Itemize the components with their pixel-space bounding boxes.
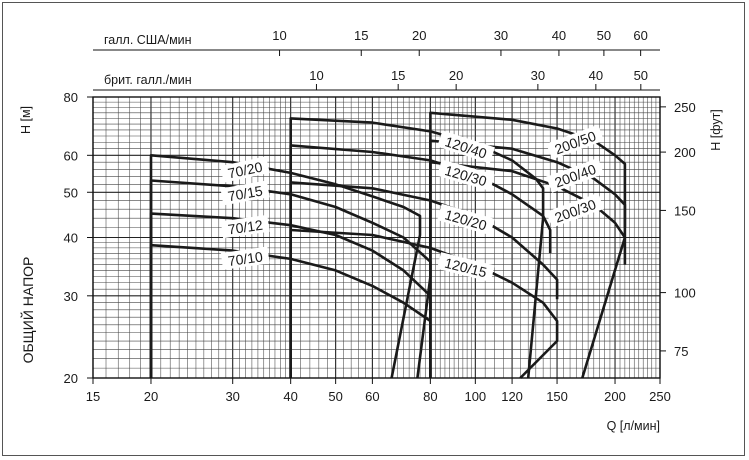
y-tick-label: 20 — [64, 371, 78, 386]
curve-label-120-30: 120/30 — [437, 159, 495, 191]
top-us-tick-label: 40 — [552, 28, 566, 43]
curve-label-bg — [546, 157, 604, 193]
curve-label-120-20: 120/20 — [437, 203, 495, 236]
curve-label-70-15: 70/15 — [220, 180, 270, 206]
y-tick-label: 50 — [64, 185, 78, 200]
x-axis-label: Q [л/мин] — [607, 419, 660, 433]
curve-120-15 — [289, 228, 559, 379]
x-tick-label: 50 — [328, 389, 342, 404]
y-axis-label: H [м] — [19, 106, 33, 134]
x-tick-label: 40 — [283, 389, 297, 404]
curve-label-bg — [437, 130, 495, 164]
top-us-tick-label: 30 — [494, 28, 508, 43]
curve-label-bg — [437, 252, 495, 282]
top-us-tick-label: 15 — [354, 28, 368, 43]
y-right-tick-label: 150 — [674, 203, 696, 218]
curve-label-text: 70/12 — [227, 217, 264, 238]
curve-label-bg — [220, 246, 270, 270]
x-tick-label: 100 — [464, 389, 486, 404]
curve-label-bg — [220, 156, 270, 183]
curve-label-70-12: 70/12 — [220, 214, 270, 239]
x-tick-label: 15 — [86, 389, 100, 404]
side-label: ОБЩИЙ НАПОР — [19, 257, 36, 364]
x-tick-label: 120 — [501, 389, 523, 404]
curve-label-bg — [220, 214, 270, 239]
x-tick-label: 200 — [604, 389, 626, 404]
top-us-tick-label: 20 — [412, 28, 426, 43]
curve-label-bg — [220, 180, 270, 206]
curve-label-120-15: 120/15 — [437, 252, 495, 282]
curve-label-200-30: 200/30 — [546, 192, 604, 228]
curve-120-30 — [289, 144, 552, 378]
top-axis-uk-label: брит. галл./мин — [104, 73, 192, 87]
curve-70-10 — [149, 243, 432, 378]
y-axis-label-right: H [фут] — [709, 109, 723, 151]
x-tick-label: 80 — [423, 389, 437, 404]
curve-label-70-10: 70/10 — [220, 246, 270, 270]
y-right-tick-label: 75 — [674, 344, 688, 359]
curve-label-text: 200/50 — [552, 128, 598, 158]
curve-120-40 — [289, 117, 545, 379]
curve-label-text: 120/40 — [443, 133, 489, 162]
top-us-tick-label: 10 — [272, 28, 286, 43]
y-right-tick-label: 200 — [674, 145, 696, 160]
curve-70-20 — [149, 154, 422, 379]
x-tick-label: 30 — [225, 389, 239, 404]
curve-label-70-20: 70/20 — [220, 156, 270, 183]
top-us-tick-label: 60 — [633, 28, 647, 43]
chart-frame — [2, 2, 745, 456]
curve-label-bg — [437, 203, 495, 236]
curve-label-bg — [546, 192, 604, 228]
x-tick-label: 60 — [365, 389, 379, 404]
curve-label-text: 70/20 — [226, 159, 264, 182]
curve-label-text: 70/15 — [227, 182, 264, 204]
curve-label-bg — [437, 159, 495, 191]
curve-120-20 — [289, 181, 559, 378]
top-axis-us-label: галл. США/мин — [104, 33, 192, 47]
top-uk-tick-label: 15 — [391, 68, 405, 83]
y-tick-label: 60 — [64, 148, 78, 163]
curve-label-text: 200/40 — [552, 161, 598, 191]
curve-label-bg — [546, 124, 604, 160]
x-tick-label: 250 — [649, 389, 671, 404]
top-uk-tick-label: 30 — [531, 68, 545, 83]
top-us-tick-label: 50 — [597, 28, 611, 43]
x-tick-label: 20 — [144, 389, 158, 404]
curve-70-12 — [149, 212, 432, 378]
curve-label-text: 70/10 — [227, 248, 264, 269]
y-right-tick-label: 100 — [674, 286, 696, 301]
curve-label-text: 120/20 — [443, 206, 489, 233]
top-uk-tick-label: 40 — [589, 68, 603, 83]
x-tick-label: 150 — [546, 389, 568, 404]
y-right-tick-label: 250 — [674, 100, 696, 115]
top-uk-tick-label: 10 — [309, 68, 323, 83]
top-axes: 10 15 20 30 40 50 60 10 15 20 30 40 50 — [93, 28, 660, 91]
axes: 15 20 30 40 50 60 80 100 120 150 200 250 20 30 40 50 60 8… — [64, 90, 696, 404]
top-uk-tick-label: 20 — [449, 68, 463, 83]
y-tick-label: 40 — [64, 231, 78, 246]
y-tick-label: 80 — [64, 90, 78, 105]
y-tick-label: 30 — [64, 289, 78, 304]
top-uk-tick-label: 50 — [634, 68, 648, 83]
curve-label-120-40: 120/40 — [437, 130, 495, 164]
curve-label-200-40: 200/40 — [546, 157, 604, 193]
